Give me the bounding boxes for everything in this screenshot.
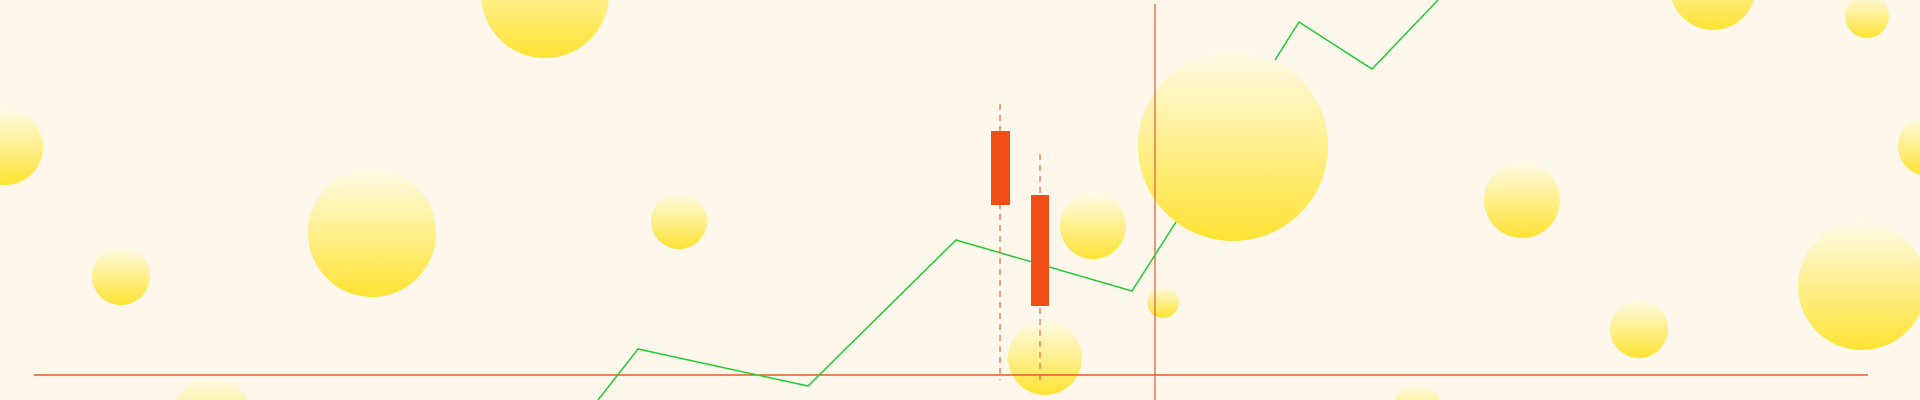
candle-1-body bbox=[991, 131, 1010, 205]
trend-line-upper bbox=[1274, 0, 1439, 70]
bubble bbox=[651, 193, 707, 249]
bubble bbox=[308, 169, 436, 297]
bubble bbox=[92, 247, 150, 305]
bubble bbox=[1798, 222, 1920, 350]
trend-line bbox=[597, 221, 1177, 400]
bubble bbox=[481, 0, 609, 58]
bubble bbox=[176, 378, 248, 400]
bubble bbox=[1484, 162, 1560, 238]
bubble bbox=[1008, 321, 1082, 395]
bubble bbox=[1147, 286, 1179, 318]
candle-2-body bbox=[1031, 195, 1049, 306]
bubble bbox=[1394, 384, 1440, 400]
bubble bbox=[0, 109, 43, 185]
bubble bbox=[1060, 193, 1126, 259]
bubble bbox=[1138, 51, 1328, 241]
bubble bbox=[1898, 117, 1920, 175]
bubble bbox=[1610, 300, 1668, 358]
bubble bbox=[1845, 0, 1889, 38]
bubble bbox=[1672, 0, 1754, 30]
